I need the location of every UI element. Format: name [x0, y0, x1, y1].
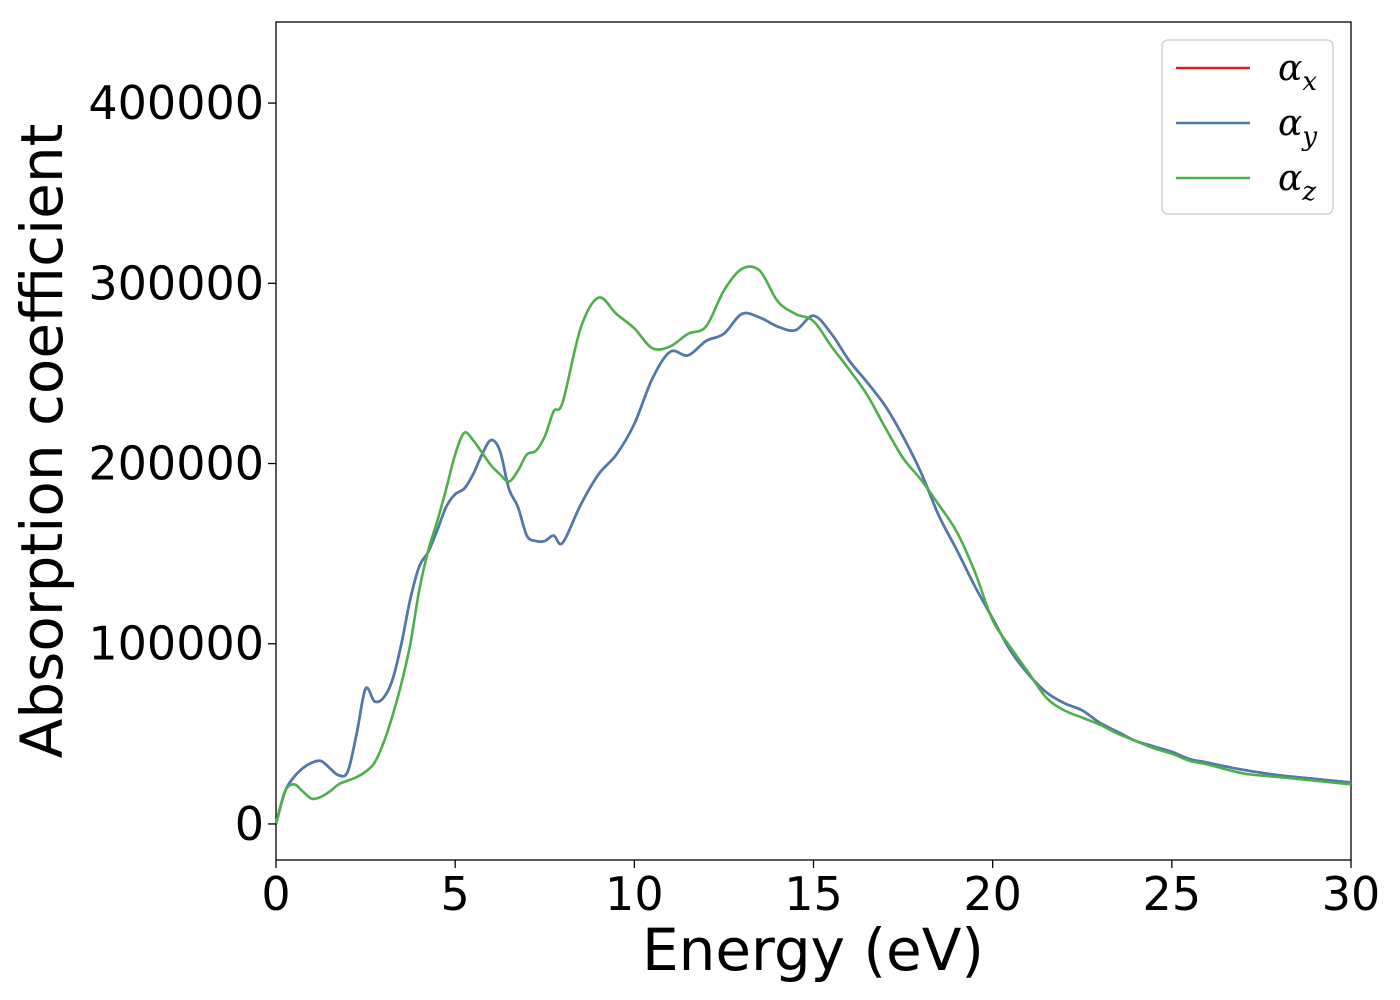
- y-axis-label: Absorption coefficient: [8, 124, 76, 759]
- legend-subscript-z: z: [1301, 177, 1316, 207]
- x-tick-label: 10: [605, 867, 664, 921]
- x-axis-ticks: 0 5 10 15 20 25 30: [261, 860, 1380, 921]
- series-lines: [274, 265, 1352, 825]
- y-tick-label: 300000: [88, 256, 264, 310]
- y-axis-ticks: 0 100000 200000 300000 400000: [88, 76, 276, 851]
- y-tick-label: 0: [235, 797, 264, 851]
- legend-subscript-y: y: [1301, 122, 1317, 152]
- x-axis-label: Energy (eV): [642, 916, 984, 984]
- x-tick-label: 0: [261, 867, 290, 921]
- x-tick-label: 15: [784, 867, 843, 921]
- y-tick-label: 200000: [88, 437, 264, 491]
- y-tick-label: 100000: [88, 617, 264, 671]
- x-tick-label: 25: [1143, 867, 1202, 921]
- y-tick-label: 400000: [88, 76, 264, 130]
- x-tick-label: 20: [963, 867, 1022, 921]
- x-tick-label: 30: [1322, 867, 1381, 921]
- legend-box: [1161, 39, 1334, 215]
- series-line-y: [274, 311, 1352, 825]
- series-line-z: [274, 265, 1352, 825]
- x-tick-label: 5: [441, 867, 470, 921]
- legend-subscript-x: x: [1302, 67, 1317, 97]
